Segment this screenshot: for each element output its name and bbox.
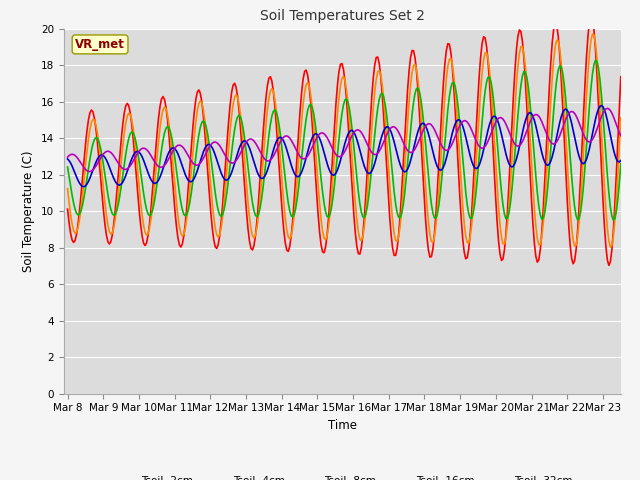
Tsoil -32cm xyxy=(617,133,625,139)
Tsoil -2cm xyxy=(155,115,163,121)
Title: Soil Temperatures Set 2: Soil Temperatures Set 2 xyxy=(260,10,425,24)
Tsoil -8cm xyxy=(134,149,141,155)
Tsoil -2cm xyxy=(346,141,353,146)
Tsoil -16cm xyxy=(347,128,355,133)
Tsoil -16cm xyxy=(80,184,88,190)
Tsoil -8cm xyxy=(609,217,617,223)
Tsoil -4cm xyxy=(589,31,596,37)
Tsoil -32cm xyxy=(135,148,143,154)
Tsoil -4cm xyxy=(155,139,163,144)
Tsoil -32cm xyxy=(347,135,355,141)
Tsoil -4cm xyxy=(64,186,72,192)
Tsoil -8cm xyxy=(346,106,353,112)
Tsoil -16cm xyxy=(135,149,143,155)
Line: Tsoil -2cm: Tsoil -2cm xyxy=(68,16,621,265)
Tsoil -8cm xyxy=(617,161,625,167)
Tsoil -16cm xyxy=(598,103,605,108)
Tsoil -16cm xyxy=(617,157,625,163)
Tsoil -16cm xyxy=(156,174,164,180)
Tsoil -32cm xyxy=(86,168,94,174)
Tsoil -16cm xyxy=(64,156,72,162)
Tsoil -8cm xyxy=(607,204,614,210)
Tsoil -8cm xyxy=(469,210,477,216)
Tsoil -8cm xyxy=(250,208,258,214)
Tsoil -2cm xyxy=(617,74,625,80)
Tsoil -32cm xyxy=(608,110,616,116)
Tsoil -32cm xyxy=(252,140,259,146)
Tsoil -16cm xyxy=(608,139,616,145)
Y-axis label: Soil Temperature (C): Soil Temperature (C) xyxy=(22,150,35,272)
Tsoil -2cm xyxy=(469,184,477,190)
Tsoil -8cm xyxy=(591,58,599,63)
Tsoil -32cm xyxy=(471,134,479,140)
Tsoil -16cm xyxy=(252,164,259,170)
Tsoil -32cm xyxy=(604,106,611,111)
Tsoil -2cm xyxy=(250,243,258,249)
Tsoil -16cm xyxy=(471,165,479,170)
Tsoil -8cm xyxy=(64,164,72,170)
Tsoil -2cm xyxy=(608,247,616,253)
Legend: Tsoil -2cm, Tsoil -4cm, Tsoil -8cm, Tsoil -16cm, Tsoil -32cm: Tsoil -2cm, Tsoil -4cm, Tsoil -8cm, Tsoi… xyxy=(108,472,577,480)
Line: Tsoil -16cm: Tsoil -16cm xyxy=(68,106,621,187)
Text: VR_met: VR_met xyxy=(75,38,125,51)
Tsoil -4cm xyxy=(608,243,616,249)
Tsoil -4cm xyxy=(250,235,258,241)
Line: Tsoil -32cm: Tsoil -32cm xyxy=(68,108,621,171)
Tsoil -8cm xyxy=(155,169,163,175)
Tsoil -4cm xyxy=(607,244,614,250)
Tsoil -32cm xyxy=(156,164,164,170)
Tsoil -4cm xyxy=(469,205,477,211)
Tsoil -32cm xyxy=(64,154,72,160)
Line: Tsoil -4cm: Tsoil -4cm xyxy=(68,34,621,247)
Tsoil -4cm xyxy=(346,118,353,124)
Tsoil -2cm xyxy=(134,190,141,196)
X-axis label: Time: Time xyxy=(328,419,357,432)
Tsoil -2cm xyxy=(605,263,612,268)
Line: Tsoil -8cm: Tsoil -8cm xyxy=(68,60,621,220)
Tsoil -2cm xyxy=(587,13,595,19)
Tsoil -2cm xyxy=(64,206,72,212)
Tsoil -4cm xyxy=(617,115,625,120)
Tsoil -4cm xyxy=(134,168,141,174)
